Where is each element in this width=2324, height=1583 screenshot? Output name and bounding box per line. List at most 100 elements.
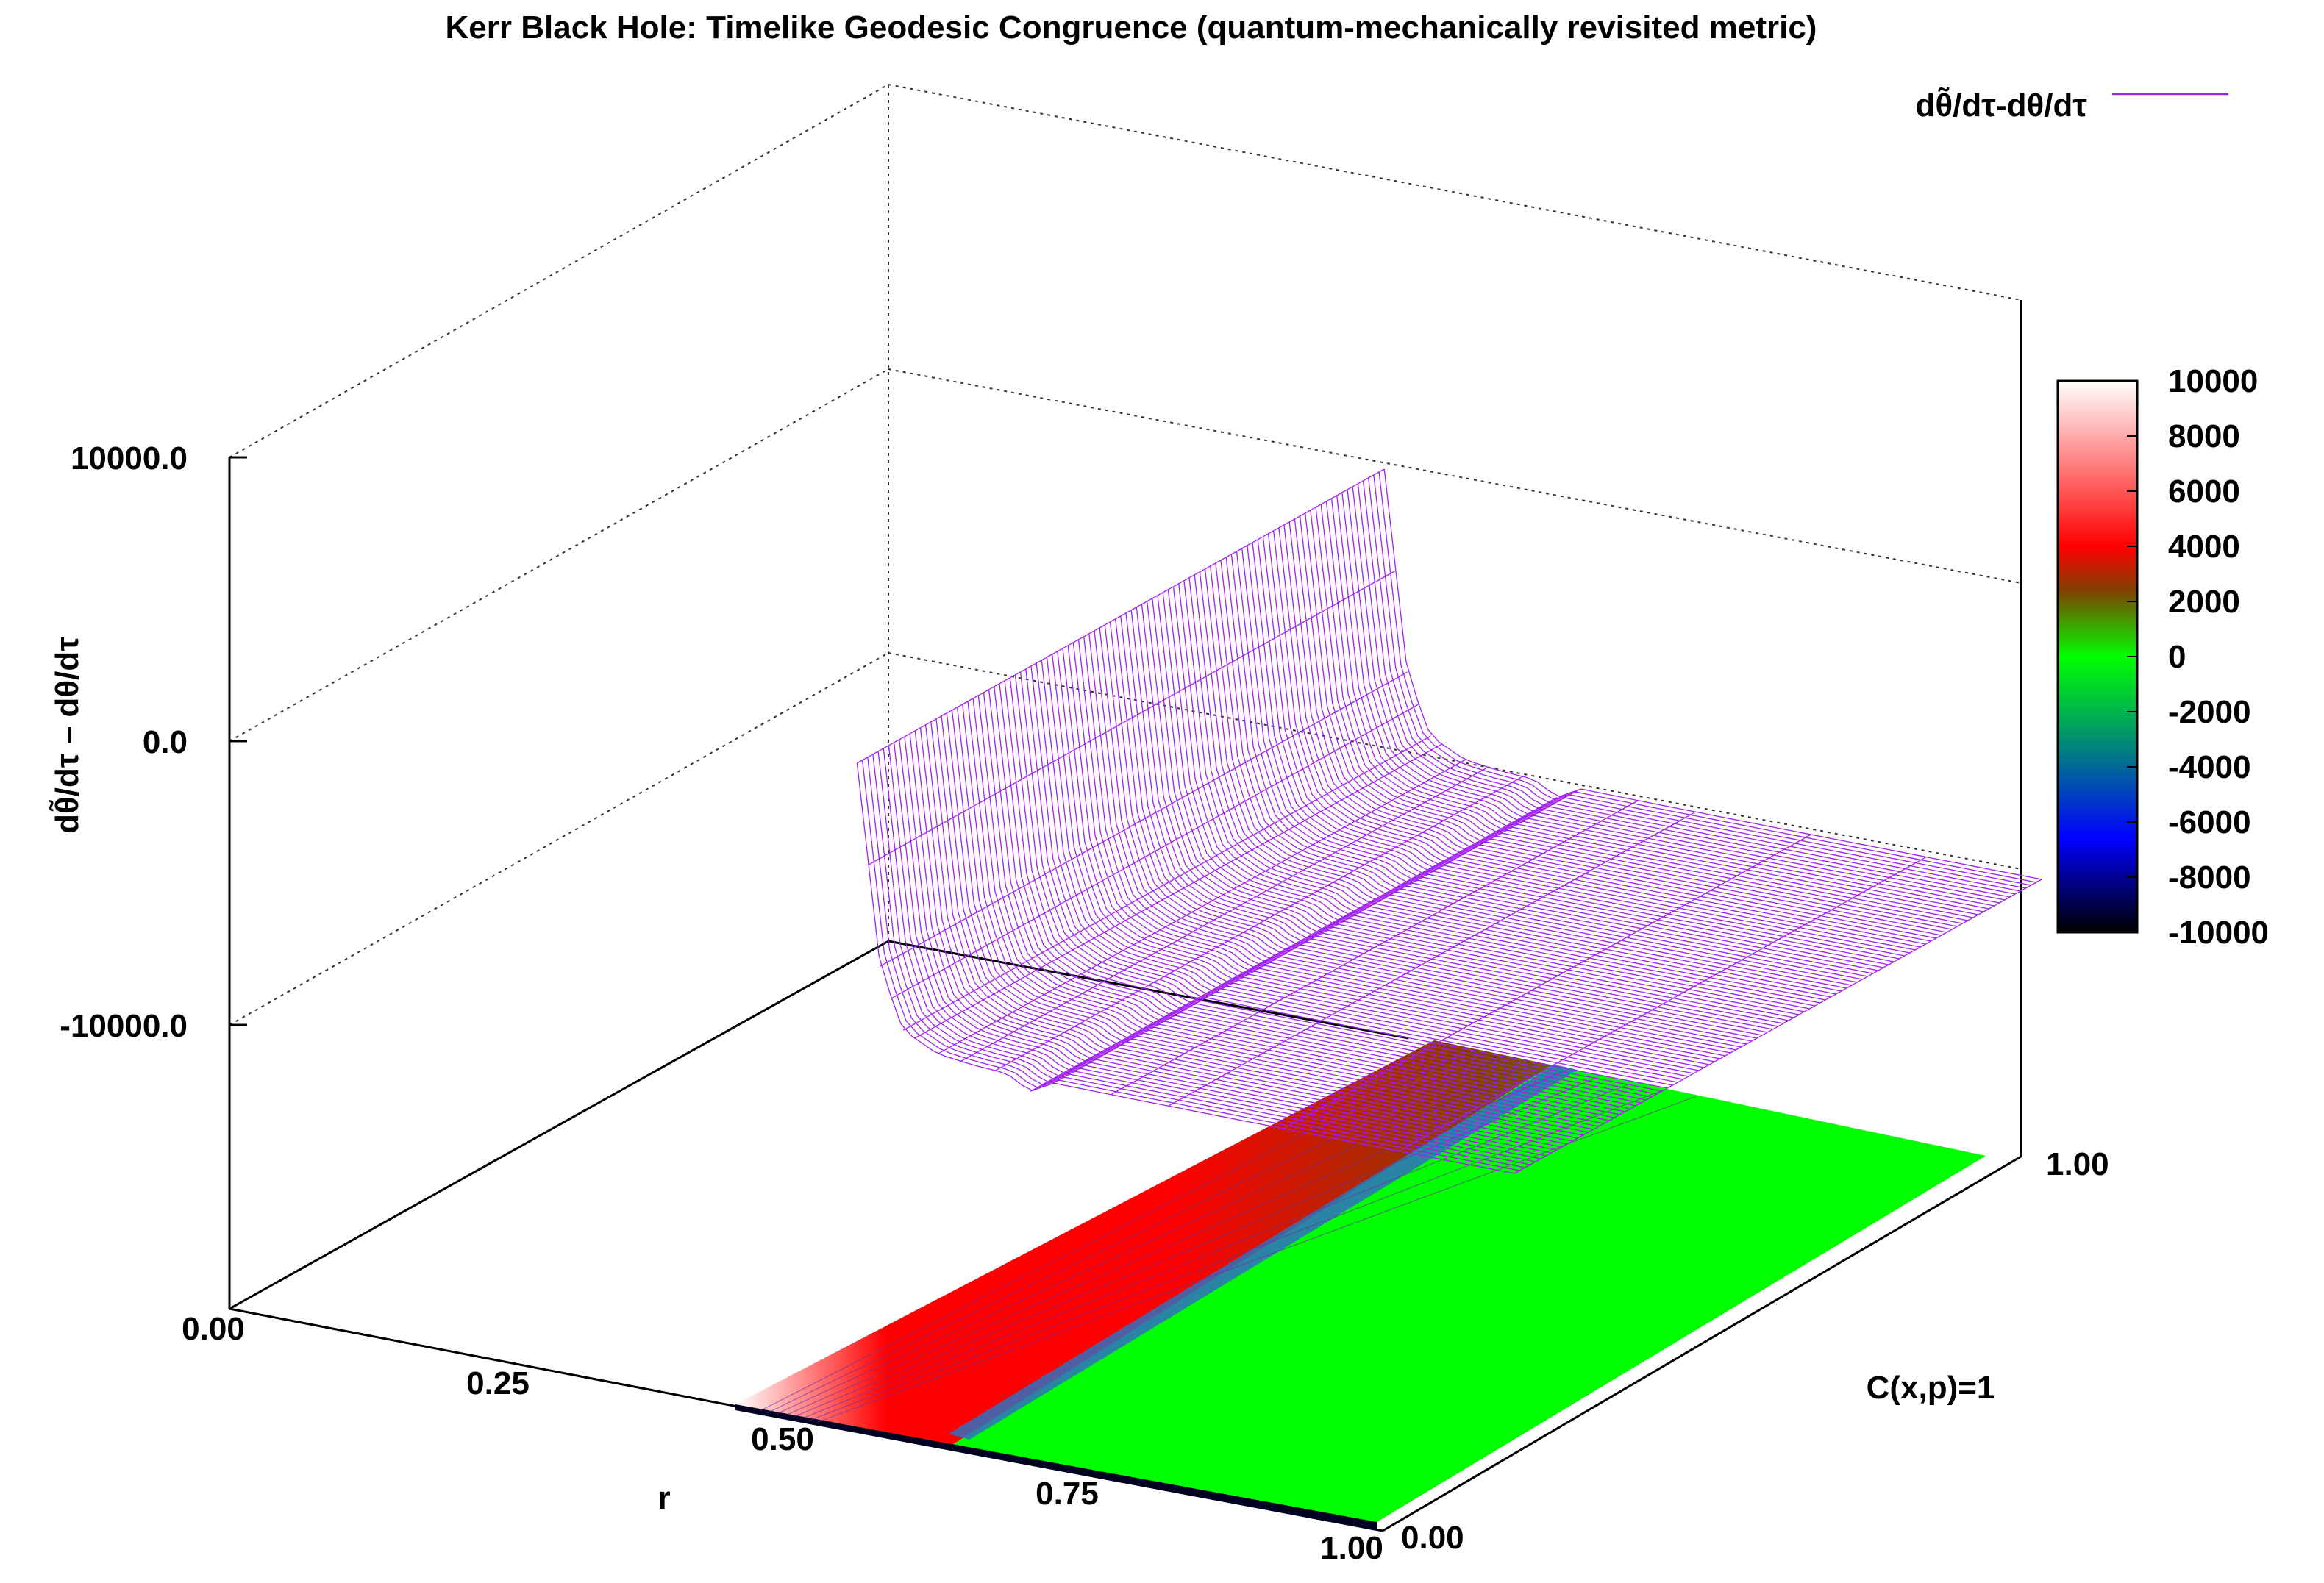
surface-line-along-c bbox=[1030, 797, 1558, 1093]
surface-line-along-r bbox=[935, 718, 1594, 1130]
surface-line-along-r bbox=[1225, 557, 1884, 968]
surface-line-along-r bbox=[1030, 665, 1689, 1077]
surface-line-along-r bbox=[1288, 521, 1947, 933]
colorbar: 10000 8000 6000 4000 2000 0 -2000 -4000 -6000 -80… bbox=[2056, 363, 2269, 951]
surface-line-along-r bbox=[983, 692, 1642, 1104]
surface-line-along-r bbox=[909, 733, 1568, 1145]
floor-contour-line bbox=[776, 1064, 1531, 1415]
colorbar-tick-label: -6000 bbox=[2168, 804, 2251, 840]
z-tick-label: -10000.0 bbox=[60, 1008, 188, 1044]
surface-line-along-r bbox=[1130, 610, 1789, 1021]
surface-line-along-r bbox=[1236, 551, 1895, 962]
surface-line-along-r bbox=[1330, 498, 1989, 910]
surface-line-along-c bbox=[857, 468, 1385, 764]
surface-wireframe bbox=[856, 468, 2042, 1174]
surface-line-along-r bbox=[1310, 510, 1968, 921]
surface-line-along-r bbox=[919, 727, 1578, 1139]
surface-line-along-r bbox=[888, 745, 1547, 1157]
surface-line-along-r bbox=[856, 762, 1515, 1174]
colorbar-tick-label: 4000 bbox=[2168, 529, 2240, 565]
surface-line-along-r bbox=[941, 715, 1600, 1127]
surface-line-along-r bbox=[1094, 630, 1752, 1042]
surface-line-along-r bbox=[1072, 642, 1731, 1054]
surface-line-along-r bbox=[1115, 618, 1773, 1030]
surface-line-along-r bbox=[1136, 607, 1794, 1018]
surface-line-along-r bbox=[967, 701, 1625, 1112]
surface-line-along-c bbox=[960, 766, 1489, 1062]
surface-line-along-r bbox=[1210, 565, 1868, 977]
surface-line-along-r bbox=[1188, 577, 1847, 989]
surface-line-along-r bbox=[1373, 474, 2031, 886]
surface-line-along-r bbox=[1088, 633, 1747, 1045]
back-wall-grid bbox=[229, 84, 2022, 1026]
floor-contour-line bbox=[792, 1076, 1597, 1418]
surface-line-along-r bbox=[867, 757, 1525, 1168]
surface-line-along-r bbox=[988, 689, 1647, 1101]
chart-title: Kerr Black Hole: Timelike Geodesic Congr… bbox=[446, 10, 1817, 46]
surface-line-along-r bbox=[930, 721, 1589, 1133]
surface-line-along-r bbox=[1336, 495, 1995, 907]
surface-line-along-r bbox=[1273, 530, 1931, 942]
floor-green-region bbox=[949, 1065, 1986, 1522]
colorbar-tick-label: 2000 bbox=[2168, 584, 2240, 620]
surface-line-along-r bbox=[1247, 545, 1905, 957]
surface-line-along-r bbox=[1294, 518, 1953, 930]
x-tick-label: 0.75 bbox=[1036, 1476, 1099, 1512]
z-axis: 10000.0 0.0 -10000.0 dθ̃/dτ – dθ/dτ bbox=[49, 440, 247, 1309]
surface-line-along-c bbox=[914, 743, 1442, 1039]
floor-contour-line bbox=[817, 1096, 1696, 1423]
surface-line-along-r bbox=[1383, 468, 2042, 880]
surface-line-along-r bbox=[1109, 621, 1768, 1033]
x-axis-label: r bbox=[657, 1480, 670, 1516]
surface-line-along-r bbox=[994, 686, 1652, 1098]
x-tick-label: 1.00 bbox=[1320, 1530, 1383, 1566]
surface-line-along-r bbox=[1147, 601, 1805, 1012]
surface-line-along-r bbox=[893, 742, 1552, 1154]
surface-line-along-r bbox=[1162, 592, 1821, 1004]
surface-line-along-r bbox=[1125, 612, 1783, 1024]
colorbar-tick-label: -2000 bbox=[2168, 694, 2251, 730]
x-tick-label: 0.00 bbox=[182, 1311, 245, 1347]
floor-contour-line bbox=[760, 1051, 1466, 1412]
surface-line-along-r bbox=[883, 748, 1541, 1159]
surface-line-along-r bbox=[1368, 477, 2026, 889]
surface-line-along-r bbox=[1057, 651, 1715, 1062]
y-axis-label: C(x,p)=1 bbox=[1867, 1370, 1995, 1406]
surface-line-along-r bbox=[1204, 568, 1863, 980]
z-tick-label: 10000.0 bbox=[71, 440, 188, 476]
surface-line-along-r bbox=[899, 739, 1557, 1151]
surface-line-along-r bbox=[1325, 501, 1984, 912]
surface-line-along-r bbox=[1104, 624, 1763, 1036]
surface-line-along-r bbox=[1183, 580, 1842, 992]
surface-line-along-r bbox=[1215, 562, 1873, 974]
colorbar-tick-label: 0 bbox=[2168, 639, 2186, 675]
surface-line-along-r bbox=[1230, 554, 1889, 965]
surface-line-along-r bbox=[977, 695, 1636, 1107]
surface-line-along-r bbox=[1036, 662, 1694, 1074]
surface-line-along-r bbox=[1052, 654, 1710, 1065]
surface-line-along-r bbox=[1305, 512, 1963, 924]
surface-line-along-r bbox=[1178, 583, 1836, 995]
surface-line-along-r bbox=[1299, 515, 1958, 927]
y-tick-label: 1.00 bbox=[2046, 1146, 2109, 1182]
surface-line-along-c bbox=[902, 735, 1431, 1031]
surface-line-along-r bbox=[914, 730, 1573, 1142]
surface-line-along-c bbox=[1168, 811, 1696, 1107]
z-axis-label: dθ̃/dτ – dθ/dτ bbox=[49, 637, 85, 834]
surface-line-along-r bbox=[1167, 589, 1826, 1001]
surface-line-along-r bbox=[1014, 674, 1673, 1086]
x-tick-label: 0.50 bbox=[751, 1421, 814, 1457]
surface-line-along-r bbox=[1257, 539, 1916, 951]
floor-dark-edge bbox=[735, 1404, 1377, 1531]
surface-line-along-r bbox=[946, 712, 1605, 1124]
surface-line-along-r bbox=[1152, 598, 1810, 1010]
surface-line-along-r bbox=[924, 724, 1583, 1136]
surface-line-along-r bbox=[1278, 527, 1936, 939]
z-tick-label: 0.0 bbox=[143, 724, 188, 760]
surface-line-along-r bbox=[1077, 639, 1736, 1051]
surface-line-along-c bbox=[995, 776, 1523, 1071]
surface-line-along-r bbox=[1041, 660, 1700, 1071]
surface-line-along-r bbox=[1120, 615, 1778, 1027]
